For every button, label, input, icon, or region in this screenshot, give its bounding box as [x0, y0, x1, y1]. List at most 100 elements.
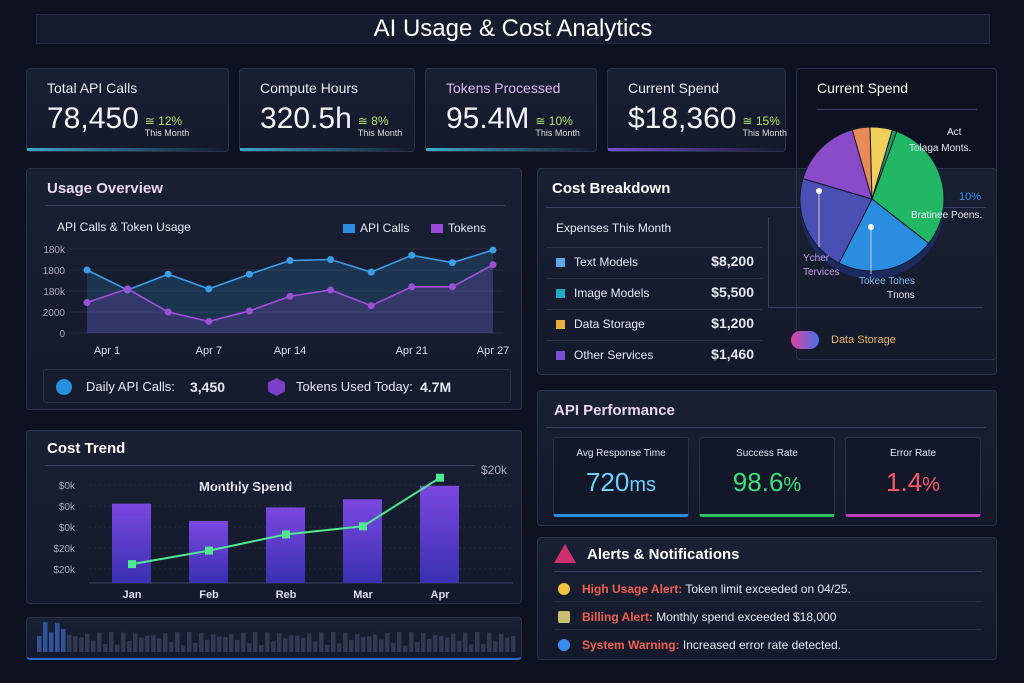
x-tick-label: Apr 14	[274, 345, 306, 357]
activity-bar	[295, 635, 300, 652]
cost-top-label: $20k	[481, 463, 508, 477]
y-tick-label: 2000	[43, 308, 66, 319]
activity-bar	[55, 623, 60, 652]
kpi-accent-bar	[27, 148, 228, 151]
activity-bar	[85, 633, 90, 652]
metric-value: 98.6%	[700, 466, 834, 501]
activity-bar	[193, 642, 198, 652]
kpi-label: Total API Calls	[47, 80, 138, 96]
expenses-subtitle: Expenses This Month	[556, 221, 672, 235]
activity-bar	[91, 640, 96, 652]
data-point	[448, 283, 456, 291]
alert-text: High Usage Alert: Token limit exceeded o…	[582, 582, 851, 596]
cost-label: Text Models	[574, 255, 639, 269]
alert-item[interactable]: Billing Alert: Monthly spend exceeded $1…	[554, 604, 982, 630]
kpi-label: Current Spend	[628, 80, 720, 96]
metric-number: 1.4	[886, 467, 923, 497]
daily-calls-label: Daily API Calls:	[86, 379, 175, 394]
metric-label: Error Rate	[889, 448, 937, 459]
data-point	[489, 246, 497, 254]
trend-point	[359, 522, 367, 531]
trend-point	[205, 546, 213, 555]
activity-bar	[475, 632, 480, 652]
alert-item[interactable]: High Usage Alert: Token limit exceeded o…	[554, 576, 982, 602]
leader-dot	[816, 188, 822, 194]
y-tick-label: $0k	[59, 523, 76, 534]
kpi-value: $18,360	[628, 102, 737, 135]
divider	[768, 217, 769, 307]
title-bar: AI Usage & Cost Analytics	[36, 14, 990, 44]
kpi-value: 320.5h	[260, 102, 352, 135]
activity-bar	[61, 629, 66, 652]
activity-bar	[199, 632, 204, 652]
divider	[45, 465, 475, 466]
tokens-today-label: Tokens Used Today:	[296, 379, 413, 394]
activity-bar	[37, 636, 42, 652]
page-title: AI Usage & Cost Analytics	[373, 15, 653, 42]
trend-point	[282, 530, 290, 539]
activity-bar	[139, 637, 144, 652]
line-chart: 0 2000 180k 1800 180k Apr 1 Apr 7 Apr 14 Apr 21 A…	[43, 245, 509, 357]
pie-card: Current Spend Act Tolaga Monts. 10% Brat…	[791, 68, 997, 360]
bar	[266, 507, 305, 583]
cost-item[interactable]: Other Services $1,460	[546, 340, 762, 368]
divider	[554, 571, 982, 572]
trend-point	[436, 473, 444, 482]
metric-number: 98.6	[732, 467, 784, 497]
activity-bar	[451, 633, 456, 652]
activity-bar	[469, 644, 474, 652]
data-point	[408, 283, 416, 291]
pie-title: Current Spend	[817, 80, 909, 96]
cost-swatch	[556, 289, 565, 298]
cost-item[interactable]: Data Storage $1,200	[546, 309, 762, 337]
cost-item[interactable]: Image Models $5,500	[546, 278, 762, 306]
activity-bar	[67, 634, 72, 652]
kpi-change-group: ≅ 10% This Month	[535, 101, 580, 139]
divider	[45, 205, 505, 206]
activity-bar	[421, 633, 426, 652]
activity-bar	[253, 632, 258, 652]
activity-bar	[463, 632, 468, 652]
activity-bar	[409, 632, 414, 652]
x-tick-label: Reb	[276, 589, 297, 601]
y-tick-label: $20k	[53, 565, 76, 576]
pie-slice	[799, 177, 873, 264]
bar	[420, 485, 459, 583]
activity-bar	[169, 641, 174, 652]
legend-api-calls[interactable]: API Calls	[343, 221, 409, 235]
trend-point	[128, 560, 136, 569]
activity-bar	[235, 639, 240, 652]
activity-bar	[487, 632, 492, 652]
activity-bar	[355, 634, 360, 652]
trend-up-icon: ≅	[144, 114, 155, 128]
activity-bar	[145, 635, 150, 652]
activity-bar	[79, 637, 84, 652]
cost-label: Data Storage	[574, 317, 645, 331]
activity-bar	[133, 633, 138, 652]
activity-bar	[511, 636, 516, 652]
tokens-icon	[268, 378, 285, 396]
kpi-change-group: ≅ 15% This Month	[742, 101, 787, 139]
activity-bar	[241, 632, 246, 652]
legend-tokens[interactable]: Tokens	[431, 221, 486, 235]
kpi-value: 95.4M	[446, 102, 530, 135]
alert-text: System Warning: Increased error rate det…	[582, 638, 841, 652]
pie-label: Tolaga Monts.	[909, 143, 972, 154]
kpi-accent-bar	[608, 148, 785, 151]
alerts-card: Alerts & Notifications High Usage Alert:…	[537, 537, 997, 660]
data-point	[327, 256, 335, 263]
data-point	[327, 286, 335, 294]
data-point	[124, 285, 132, 293]
activity-bar	[379, 639, 384, 652]
divider	[546, 427, 986, 428]
kpi-period: This Month	[144, 128, 190, 138]
alert-label: High Usage Alert:	[582, 582, 683, 596]
activity-bar	[313, 641, 318, 652]
kpi-accent-bar	[426, 148, 596, 151]
api-performance-title: API Performance	[554, 402, 675, 419]
metric-value: 720ms	[554, 466, 688, 501]
kpi-change: ≅ 12%	[145, 114, 190, 128]
alert-item[interactable]: System Warning: Increased error rate det…	[554, 632, 982, 658]
cost-item[interactable]: Text Models $8,200	[546, 247, 762, 275]
cost-trend-card: Cost Trend $20k Monthly Spend $20k $20k $0…	[26, 430, 522, 604]
